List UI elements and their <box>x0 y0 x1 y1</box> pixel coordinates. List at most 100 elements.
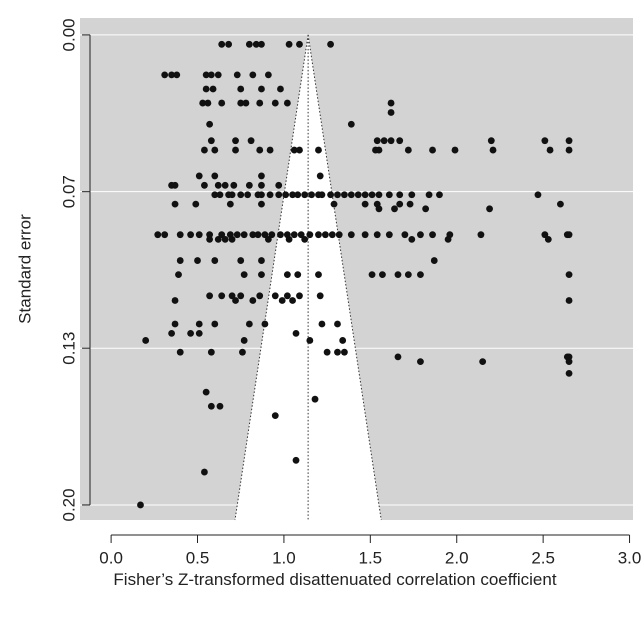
point <box>192 200 200 208</box>
point <box>396 200 404 208</box>
point <box>290 146 298 154</box>
point <box>430 257 438 264</box>
point <box>195 320 203 328</box>
point <box>315 231 322 239</box>
point <box>176 231 184 239</box>
point <box>211 191 219 199</box>
point <box>380 137 388 145</box>
point <box>425 191 433 199</box>
point <box>206 120 214 128</box>
point <box>444 235 452 243</box>
point <box>216 191 224 199</box>
point <box>258 172 265 180</box>
y-axis-title: Standard error <box>15 214 34 324</box>
point <box>214 71 222 79</box>
point <box>209 85 217 93</box>
point <box>396 137 404 145</box>
point <box>237 257 245 264</box>
point <box>237 99 245 107</box>
point <box>394 353 402 361</box>
point <box>237 292 245 300</box>
point <box>301 191 309 199</box>
point <box>261 231 269 239</box>
point <box>171 320 179 328</box>
point <box>292 456 300 464</box>
point <box>199 99 207 107</box>
point <box>221 235 229 243</box>
point <box>168 71 175 79</box>
point <box>565 271 573 279</box>
point <box>422 205 430 213</box>
point <box>534 191 542 199</box>
x-tick-label: 2.5 <box>531 548 555 567</box>
point <box>228 292 236 300</box>
point <box>218 231 226 239</box>
point <box>232 137 239 145</box>
y-tick-label: 0.20 <box>59 488 78 521</box>
point <box>373 137 381 145</box>
point <box>261 320 269 328</box>
point <box>296 292 303 300</box>
point <box>249 71 257 79</box>
point <box>249 297 257 304</box>
point <box>258 271 265 279</box>
point <box>387 109 395 116</box>
point <box>258 191 265 199</box>
point <box>175 271 182 279</box>
point <box>211 320 219 328</box>
point <box>275 191 283 199</box>
point <box>297 231 305 239</box>
point <box>341 191 348 199</box>
point <box>368 191 376 199</box>
point <box>334 320 341 328</box>
point <box>354 191 362 199</box>
point <box>249 231 257 239</box>
point <box>187 231 195 239</box>
point <box>161 71 169 79</box>
point <box>347 231 355 239</box>
point <box>218 292 226 300</box>
y-tick-label: 0.00 <box>59 18 78 51</box>
point <box>283 99 291 107</box>
point <box>245 181 253 189</box>
point <box>214 235 222 243</box>
point <box>311 395 319 403</box>
point <box>204 99 212 107</box>
point <box>187 329 195 337</box>
point <box>316 292 324 300</box>
x-axis-title-box: Fisher’s Z-transformed disattenuated cor… <box>113 571 556 588</box>
point <box>417 231 424 239</box>
point <box>408 235 416 243</box>
point <box>218 99 226 107</box>
point <box>245 40 253 48</box>
point <box>221 181 229 189</box>
point <box>171 181 179 189</box>
point <box>258 200 265 208</box>
point <box>285 235 293 243</box>
point <box>168 329 175 337</box>
point <box>207 71 215 79</box>
point <box>237 191 245 199</box>
point <box>417 271 424 279</box>
funnel-right <box>307 34 382 521</box>
point <box>541 137 549 145</box>
point <box>211 172 219 180</box>
point <box>544 235 552 243</box>
point <box>233 231 241 239</box>
point <box>375 205 383 213</box>
point <box>361 191 369 199</box>
point <box>387 137 395 145</box>
point <box>375 146 383 154</box>
point <box>436 191 443 199</box>
point <box>202 388 210 396</box>
y-tick-label: 0.13 <box>59 332 78 365</box>
point <box>247 137 255 145</box>
point <box>489 146 497 154</box>
point <box>404 146 412 154</box>
point <box>335 231 343 239</box>
point <box>207 137 215 145</box>
point <box>195 329 203 337</box>
point <box>417 358 424 365</box>
point <box>289 191 296 199</box>
point <box>373 231 381 239</box>
